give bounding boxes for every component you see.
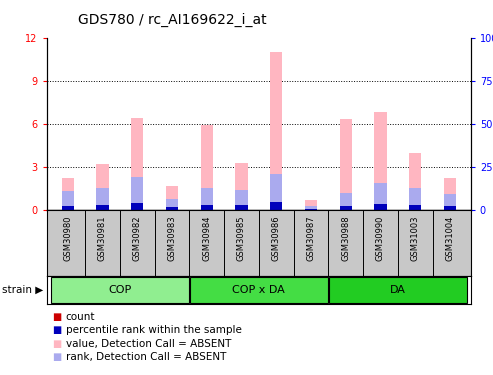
Bar (305, 209, 317, 210)
Bar (51, 277, 189, 303)
Bar (409, 188, 422, 210)
Bar (409, 209, 422, 210)
Text: GSM30984: GSM30984 (202, 215, 211, 261)
Bar (166, 207, 178, 210)
Text: ■: ■ (52, 326, 61, 335)
Bar (340, 206, 352, 210)
Bar (201, 209, 213, 210)
Bar (62, 209, 74, 210)
Text: GSM30982: GSM30982 (133, 215, 141, 261)
Bar (166, 209, 178, 210)
Text: GSM30983: GSM30983 (168, 215, 176, 261)
Bar (62, 178, 74, 210)
Bar (340, 120, 352, 210)
Text: COP: COP (108, 285, 132, 295)
Bar (62, 206, 74, 210)
Bar (235, 163, 247, 210)
Text: count: count (66, 312, 95, 322)
Bar (409, 153, 422, 210)
Bar (131, 177, 143, 210)
Text: COP x DA: COP x DA (233, 285, 285, 295)
Bar (305, 200, 317, 210)
Bar (270, 174, 282, 210)
Bar (190, 277, 328, 303)
Bar (374, 209, 387, 210)
Text: GSM30990: GSM30990 (376, 215, 385, 261)
Bar (374, 183, 387, 210)
Bar (131, 118, 143, 210)
Bar (444, 209, 456, 210)
Text: GSM30986: GSM30986 (272, 215, 281, 261)
Bar (409, 205, 422, 210)
Bar (96, 164, 108, 210)
Text: rank, Detection Call = ABSENT: rank, Detection Call = ABSENT (66, 352, 226, 362)
Bar (270, 202, 282, 210)
Bar (201, 125, 213, 210)
Bar (340, 209, 352, 210)
Text: GSM30980: GSM30980 (63, 215, 72, 261)
Bar (374, 112, 387, 210)
Bar (444, 194, 456, 210)
Bar (444, 206, 456, 210)
Bar (270, 52, 282, 210)
Bar (62, 191, 74, 210)
Text: ■: ■ (52, 339, 61, 349)
Bar (166, 186, 178, 210)
Bar (329, 277, 467, 303)
Bar (96, 209, 108, 210)
Bar (374, 204, 387, 210)
Bar (201, 188, 213, 210)
Text: strain ▶: strain ▶ (2, 285, 44, 295)
Bar (270, 209, 282, 210)
Text: value, Detection Call = ABSENT: value, Detection Call = ABSENT (66, 339, 231, 349)
Bar (305, 209, 317, 210)
Text: percentile rank within the sample: percentile rank within the sample (66, 326, 242, 335)
Bar (340, 193, 352, 210)
Bar (131, 203, 143, 210)
Bar (166, 198, 178, 210)
Bar (444, 178, 456, 210)
Text: ■: ■ (52, 312, 61, 322)
Text: GSM30985: GSM30985 (237, 215, 246, 261)
Bar (201, 205, 213, 210)
Bar (96, 188, 108, 210)
Text: GSM31003: GSM31003 (411, 215, 420, 261)
Text: GDS780 / rc_AI169622_i_at: GDS780 / rc_AI169622_i_at (78, 13, 267, 27)
Text: GSM30988: GSM30988 (341, 215, 350, 261)
Bar (235, 190, 247, 210)
Bar (235, 209, 247, 210)
Text: GSM30981: GSM30981 (98, 215, 107, 261)
Bar (96, 205, 108, 210)
Text: GSM30987: GSM30987 (307, 215, 316, 261)
Text: DA: DA (390, 285, 406, 295)
Text: ■: ■ (52, 352, 61, 362)
Bar (305, 206, 317, 210)
Bar (131, 209, 143, 210)
Bar (235, 205, 247, 210)
Text: GSM31004: GSM31004 (446, 215, 455, 261)
